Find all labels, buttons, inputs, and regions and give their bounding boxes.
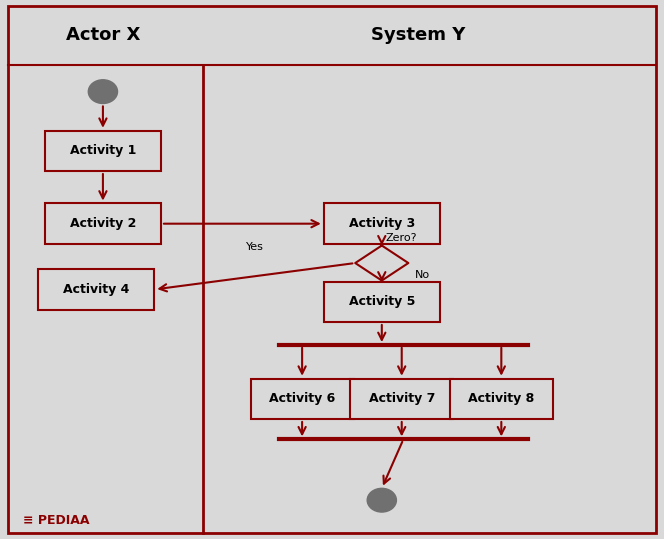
- FancyBboxPatch shape: [45, 204, 161, 244]
- Text: No: No: [415, 270, 430, 280]
- FancyBboxPatch shape: [8, 6, 656, 533]
- Text: Activity 1: Activity 1: [70, 144, 136, 157]
- FancyBboxPatch shape: [450, 378, 552, 419]
- Text: Activity 8: Activity 8: [468, 392, 535, 405]
- FancyBboxPatch shape: [45, 131, 161, 171]
- Circle shape: [367, 488, 396, 512]
- FancyBboxPatch shape: [323, 204, 440, 244]
- FancyBboxPatch shape: [39, 269, 154, 309]
- Text: Activity 2: Activity 2: [70, 217, 136, 230]
- Text: Activity 6: Activity 6: [269, 392, 335, 405]
- Text: Actor X: Actor X: [66, 26, 140, 44]
- FancyBboxPatch shape: [351, 378, 453, 419]
- Text: ≡ PEDIAA: ≡ PEDIAA: [23, 514, 90, 527]
- FancyBboxPatch shape: [251, 378, 353, 419]
- Circle shape: [88, 80, 118, 103]
- Text: Activity 4: Activity 4: [63, 283, 129, 296]
- Text: Activity 5: Activity 5: [349, 295, 415, 308]
- Text: Yes: Yes: [246, 242, 264, 252]
- FancyBboxPatch shape: [323, 281, 440, 322]
- Text: Activity 7: Activity 7: [369, 392, 435, 405]
- Text: System Y: System Y: [371, 26, 465, 44]
- Text: Activity 3: Activity 3: [349, 217, 415, 230]
- Text: Zero?: Zero?: [385, 233, 416, 243]
